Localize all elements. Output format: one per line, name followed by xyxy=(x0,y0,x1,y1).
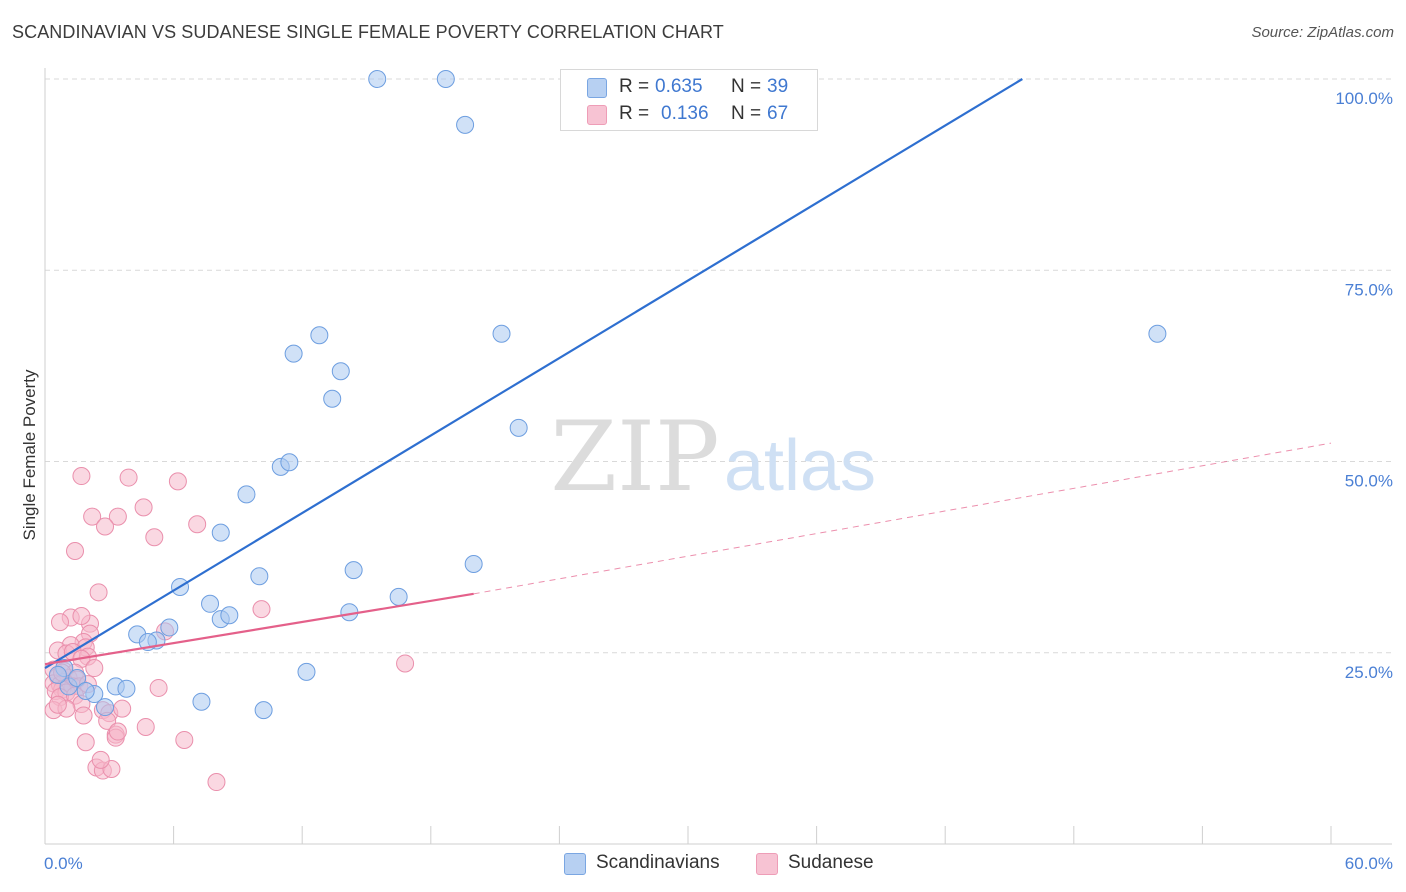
x-tick-label-min: 0.0% xyxy=(44,854,83,873)
legend-n-label: N = xyxy=(731,76,762,97)
data-point-sudanese xyxy=(175,730,194,749)
data-point-scandinavian xyxy=(68,668,87,687)
y-tick-label: 100.0% xyxy=(1335,89,1393,108)
data-point-sudanese xyxy=(149,678,168,697)
y-tick-label: 75.0% xyxy=(1345,280,1393,299)
data-point-sudanese xyxy=(48,695,67,714)
data-point-scandinavian xyxy=(389,587,408,606)
correlation-legend: R = 0.635 N = 39 R = 0.136 N = 67 xyxy=(560,69,818,131)
data-point-scandinavian xyxy=(310,326,329,345)
source-label: Source: ZipAtlas.com xyxy=(1251,24,1394,41)
legend-n-value: 39 xyxy=(767,76,789,97)
data-point-sudanese xyxy=(89,583,108,602)
data-point-sudanese xyxy=(51,613,70,632)
bottom-legend-label: Scandinavians xyxy=(596,852,720,873)
y-axis-title: Single Female Poverty xyxy=(20,369,39,541)
trend-line-sudanese-extended xyxy=(473,442,1332,595)
legend-r-label: R = xyxy=(619,103,650,124)
data-point-scandinavian xyxy=(509,418,528,437)
data-point-sudanese xyxy=(72,607,91,626)
data-point-scandinavian xyxy=(211,523,230,542)
data-point-sudanese xyxy=(396,654,415,673)
chart-title: SCANDINAVIAN VS SUDANESE SINGLE FEMALE P… xyxy=(12,22,724,42)
legend-r-value: 0.635 xyxy=(655,76,703,97)
data-point-scandinavian xyxy=(160,618,179,637)
data-point-scandinavian xyxy=(76,682,95,700)
y-tick-labels: 25.0% 50.0% 75.0% 100.0% xyxy=(1335,89,1393,682)
data-point-scandinavian xyxy=(436,70,455,88)
legend-swatch-pink xyxy=(587,105,607,125)
trend-line-sudanese xyxy=(44,592,474,666)
data-point-scandinavian xyxy=(297,662,316,681)
data-point-scandinavian xyxy=(1148,324,1167,343)
trend-line-scandinavians xyxy=(44,78,1023,669)
data-point-scandinavian xyxy=(201,594,220,613)
data-point-scandinavian xyxy=(331,362,350,381)
data-point-scandinavian xyxy=(192,692,211,711)
data-point-sudanese xyxy=(72,467,91,486)
legend-n-label: N = xyxy=(731,103,762,124)
y-tick-label: 25.0% xyxy=(1345,663,1393,682)
data-point-scandinavian xyxy=(492,324,511,343)
data-point-scandinavian xyxy=(344,561,363,580)
data-point-scandinavian xyxy=(48,665,67,684)
data-point-sudanese xyxy=(113,699,132,718)
watermark-atlas: atlas xyxy=(724,426,876,506)
data-point-sudanese xyxy=(252,600,271,619)
legend-r-value: 0.136 xyxy=(661,103,709,124)
data-point-scandinavian xyxy=(280,453,299,472)
bottom-legend-swatch-blue xyxy=(564,853,586,875)
data-point-scandinavian xyxy=(456,115,475,134)
data-point-sudanese xyxy=(168,472,187,491)
data-point-scandinavian xyxy=(368,70,387,88)
data-point-sudanese xyxy=(188,515,207,534)
trend-lines xyxy=(44,78,1332,669)
data-point-scandinavian xyxy=(254,701,273,720)
data-point-sudanese xyxy=(76,733,95,752)
watermark: ZIP atlas xyxy=(550,401,876,513)
data-point-sudanese xyxy=(119,468,138,487)
data-point-scandinavian xyxy=(250,567,269,586)
data-point-sudanese xyxy=(108,722,127,741)
data-point-scandinavian xyxy=(117,679,136,698)
data-point-sudanese xyxy=(83,507,102,526)
legend-swatch-blue xyxy=(587,78,607,98)
data-point-scandinavian xyxy=(220,606,239,625)
data-point-sudanese xyxy=(145,528,164,547)
x-tick-label-max: 60.0% xyxy=(1345,854,1393,873)
bottom-legend-label: Sudanese xyxy=(788,852,874,873)
axes xyxy=(44,68,1392,845)
data-point-sudanese xyxy=(85,659,104,678)
gridlines xyxy=(45,78,1392,654)
sudanese-points xyxy=(44,467,415,792)
scandinavian-points xyxy=(48,70,1167,720)
y-tick-label: 50.0% xyxy=(1345,472,1393,491)
data-point-scandinavian xyxy=(284,344,303,363)
data-point-sudanese xyxy=(74,706,93,725)
data-point-sudanese xyxy=(66,542,85,561)
data-point-sudanese xyxy=(136,717,155,736)
data-point-scandinavian xyxy=(323,389,342,408)
bottom-legend-swatch-pink xyxy=(756,853,778,875)
data-point-scandinavian xyxy=(464,555,483,574)
data-point-sudanese xyxy=(108,507,127,526)
data-point-sudanese xyxy=(91,750,110,769)
legend-n-value: 67 xyxy=(767,103,789,124)
watermark-zip: ZIP xyxy=(550,401,719,513)
data-point-sudanese xyxy=(134,498,153,517)
data-point-scandinavian xyxy=(237,485,256,504)
data-point-scandinavian xyxy=(96,698,115,717)
data-point-sudanese xyxy=(96,517,115,536)
legend-r-label: R = xyxy=(619,76,650,97)
data-point-sudanese xyxy=(207,773,226,792)
